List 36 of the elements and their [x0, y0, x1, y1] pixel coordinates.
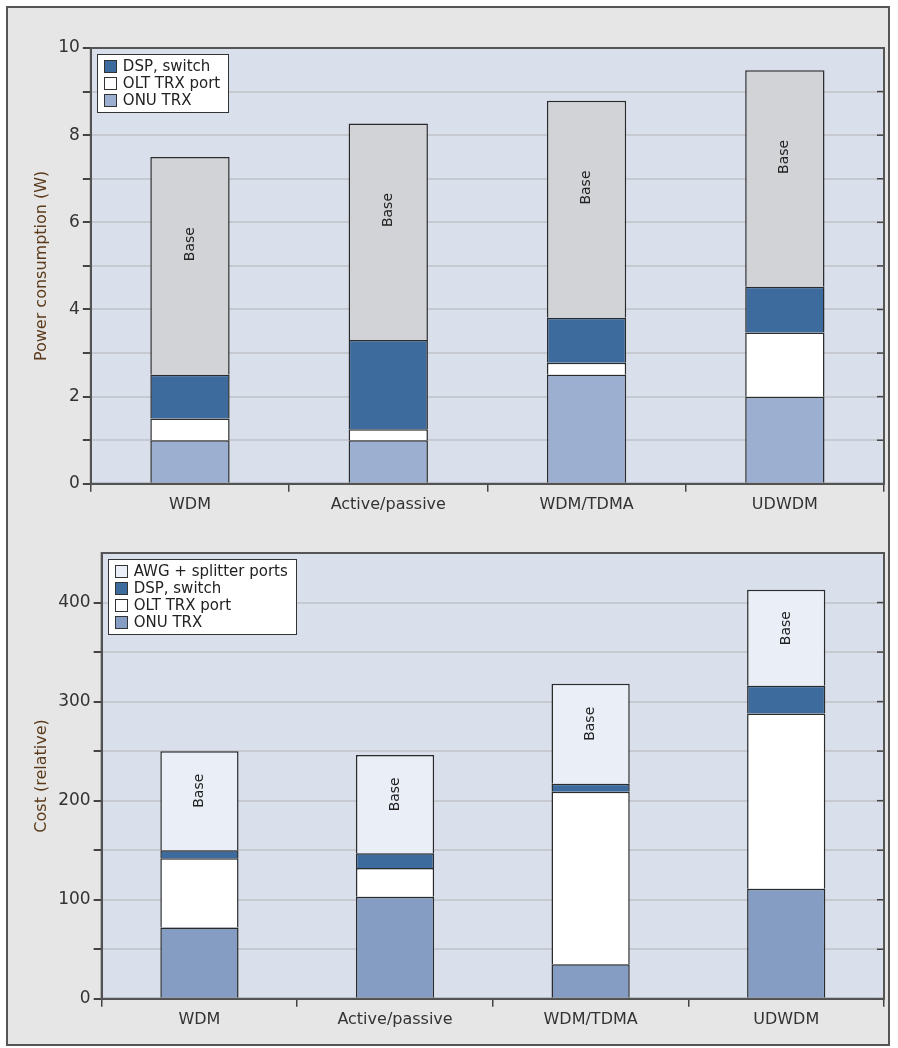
y-tick-label: 6 — [69, 210, 80, 231]
x-tick-label: WDM — [169, 493, 211, 513]
annotation: Base — [190, 773, 207, 808]
x-tick-label: UDWDM — [751, 493, 818, 513]
y-tick-label: 10 — [58, 36, 80, 57]
annotation: Base — [775, 139, 792, 174]
legend-label: DSP, switch — [133, 579, 222, 597]
legend-label: DSP, switch — [122, 57, 211, 75]
legend-label: ONU TRX — [133, 613, 203, 631]
annotation: Base — [385, 777, 402, 812]
x-tick-label: Active/passive — [330, 493, 446, 513]
y-tick-label: 0 — [79, 987, 91, 1008]
x-tick-label: WDM/TDMA — [539, 493, 634, 513]
y-tick-label: 400 — [58, 590, 91, 611]
y-tick-label: 2 — [69, 385, 80, 406]
y-tick-label: 8 — [69, 123, 80, 144]
x-tick-label: WDM — [178, 1008, 221, 1028]
y-axis-title: Cost (relative) — [30, 719, 50, 833]
y-tick-label: 100 — [58, 888, 91, 909]
legend-label: OLT TRX port — [133, 596, 232, 614]
annotation: Base — [577, 170, 594, 205]
legend-label: OLT TRX port — [122, 74, 221, 92]
legend-label: ONU TRX — [122, 91, 192, 109]
y-tick-label: 200 — [58, 789, 91, 810]
y-tick-label: 300 — [58, 690, 91, 711]
x-tick-label: Active/passive — [337, 1008, 453, 1028]
x-tick-label: WDM/TDMA — [543, 1008, 638, 1028]
annotation: Base — [180, 227, 197, 262]
annotation: Base — [581, 706, 598, 741]
y-tick-label: 4 — [69, 297, 80, 318]
x-tick-label: UDWDM — [753, 1008, 820, 1028]
y-tick-label: 0 — [69, 472, 80, 493]
annotation: Base — [378, 192, 395, 228]
annotation: Base — [776, 611, 793, 646]
legend-label: AWG + splitter ports — [133, 562, 288, 580]
y-axis-title: Power consumption (W) — [30, 170, 50, 362]
